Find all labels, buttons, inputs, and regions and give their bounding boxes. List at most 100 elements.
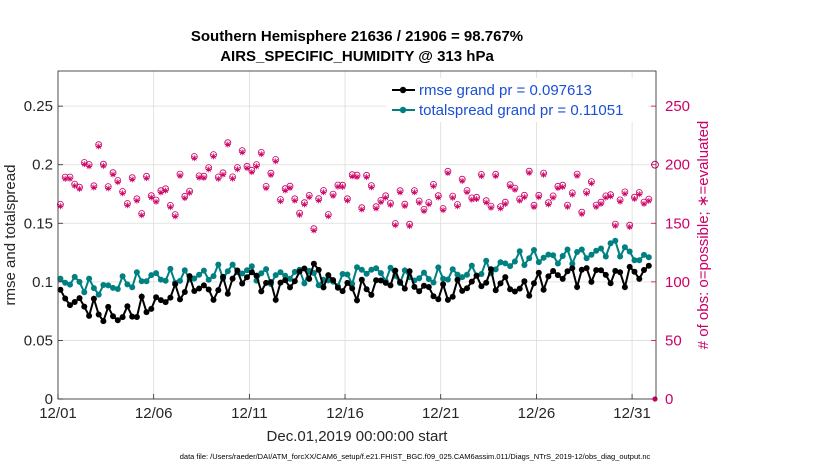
spread-point-79 xyxy=(435,264,442,271)
x-tick-label-3: 12/16 xyxy=(326,405,364,422)
spread-point-76 xyxy=(421,269,427,276)
rmse-point-13 xyxy=(119,314,126,321)
rmse-point-8 xyxy=(95,311,102,318)
rmse-point-67 xyxy=(377,277,384,284)
obs-evaluated-112 xyxy=(593,203,600,210)
rmse-point-77 xyxy=(425,284,432,290)
rmse-point-90 xyxy=(488,266,494,273)
obs-evaluated-27-stroke-3 xyxy=(187,190,193,196)
obs-evaluated-20 xyxy=(153,198,160,205)
obs-evaluated-85-stroke-3 xyxy=(464,189,470,195)
rmse-point-69 xyxy=(387,282,394,289)
obs-evaluated-66 xyxy=(373,205,380,212)
rmse-point-7 xyxy=(90,295,97,302)
rmse-point-68 xyxy=(382,279,389,286)
obs-evaluated-82 xyxy=(449,194,456,201)
y-axis-right-label: # of obs: o=possible; ∗=evaluated xyxy=(695,121,712,350)
obs-evaluated-18-stroke-3 xyxy=(144,175,149,181)
spread-point-103 xyxy=(550,252,557,259)
obs-evaluated-60-stroke-3 xyxy=(344,198,350,203)
spread-point-47 xyxy=(282,272,289,279)
spread-point-39 xyxy=(244,267,250,274)
rmse-point-59 xyxy=(339,288,346,295)
rmse-point-16 xyxy=(133,314,140,320)
obs-evaluated-69-stroke-3 xyxy=(388,202,393,208)
spread-point-86 xyxy=(468,262,475,269)
obs-evaluated-41-stroke-3 xyxy=(254,163,259,169)
y-right-tick-label-5: 250 xyxy=(665,98,690,115)
spread-point-72 xyxy=(401,267,408,274)
rmse-point-58 xyxy=(334,284,341,291)
rmse-point-45 xyxy=(272,296,279,303)
x-axis-label: Dec.01,2019 00:00:00 start xyxy=(267,428,449,445)
x-tick-label-2: 12/11 xyxy=(231,405,267,422)
rmse-point-115 xyxy=(607,280,614,287)
obs-evaluated-100-stroke-3 xyxy=(536,194,542,200)
obs-evaluated-113 xyxy=(598,200,604,207)
obs-evaluated-50 xyxy=(296,211,303,218)
obs-evaluated-81-stroke-3 xyxy=(445,170,451,176)
rmse-point-19 xyxy=(148,305,155,312)
obs-evaluated-32 xyxy=(210,153,217,160)
obs-evaluated-73-stroke-3 xyxy=(407,223,413,229)
rmse-point-50 xyxy=(296,268,303,275)
obs-evaluated-87 xyxy=(473,196,480,203)
rmse-point-70 xyxy=(392,267,399,274)
rmse-point-99 xyxy=(531,280,537,287)
rmse-point-97 xyxy=(521,278,528,285)
obs-evaluated-111 xyxy=(588,180,595,187)
spread-point-114 xyxy=(602,253,609,260)
obs-evaluated-107-stroke-3 xyxy=(569,192,575,198)
rmse-point-76 xyxy=(421,282,427,289)
spread-point-65 xyxy=(368,266,375,273)
obs-evaluated-0-stroke-3 xyxy=(57,203,63,209)
y-left-tick-label-4: 0.2 xyxy=(32,157,53,174)
y-right-tick-label-4: 200 xyxy=(665,157,690,174)
y-left-tick-label-0: 0 xyxy=(45,391,53,408)
spread-point-91 xyxy=(492,266,499,273)
obs-evaluated-123-stroke-3 xyxy=(646,198,652,204)
obs-evaluated-74-stroke-3 xyxy=(411,189,417,195)
obs-evaluated-11-stroke-3 xyxy=(110,172,116,177)
obs-evaluated-9 xyxy=(100,162,107,169)
obs-evaluated-91-stroke-3 xyxy=(493,173,499,179)
obs-evaluated-57 xyxy=(330,192,337,199)
rmse-point-64 xyxy=(363,286,370,293)
spread-point-113 xyxy=(598,245,604,252)
obs-evaluated-116 xyxy=(612,222,619,229)
obs-evaluated-117 xyxy=(617,198,624,205)
obs-evaluated-8 xyxy=(95,143,102,150)
spread-point-23 xyxy=(167,265,174,272)
spread-point-105 xyxy=(559,253,566,259)
obs-evaluated-96-stroke-3 xyxy=(517,198,523,204)
rmse-point-122 xyxy=(641,267,647,273)
rmse-point-84 xyxy=(459,287,466,294)
obs-evaluated-116-stroke-3 xyxy=(612,223,618,229)
rmse-point-39 xyxy=(244,274,250,281)
spread-point-30 xyxy=(200,267,207,274)
spread-point-99 xyxy=(531,247,537,253)
rmse-point-62 xyxy=(354,297,360,304)
obs-evaluated-19 xyxy=(148,194,155,201)
rmse-point-44 xyxy=(267,279,274,286)
obs-evaluated-97 xyxy=(521,194,528,201)
rmse-point-89 xyxy=(483,279,490,286)
rmse-point-91 xyxy=(492,287,499,294)
rmse-point-96 xyxy=(516,285,523,292)
spread-point-104 xyxy=(554,260,561,267)
obs-evaluated-120-stroke-3 xyxy=(632,196,637,202)
obs-evaluated-114-stroke-3 xyxy=(603,195,609,201)
rmse-point-10 xyxy=(105,303,112,310)
y-right-tick-label-0: 0 xyxy=(665,391,673,408)
rmse-point-121 xyxy=(636,275,643,282)
rmse-point-107 xyxy=(569,265,576,272)
spread-point-48 xyxy=(287,275,293,282)
obs-evaluated-5-stroke-3 xyxy=(81,161,87,167)
obs-evaluated-9-stroke-3 xyxy=(100,163,106,169)
spread-point-84 xyxy=(459,274,466,281)
obs-evaluated-80-stroke-3 xyxy=(440,207,446,213)
obs-evaluated-44 xyxy=(267,172,274,178)
spread-point-54 xyxy=(315,282,322,289)
obs-evaluated-104-stroke-3 xyxy=(555,185,561,191)
obs-evaluated-81 xyxy=(444,170,451,177)
